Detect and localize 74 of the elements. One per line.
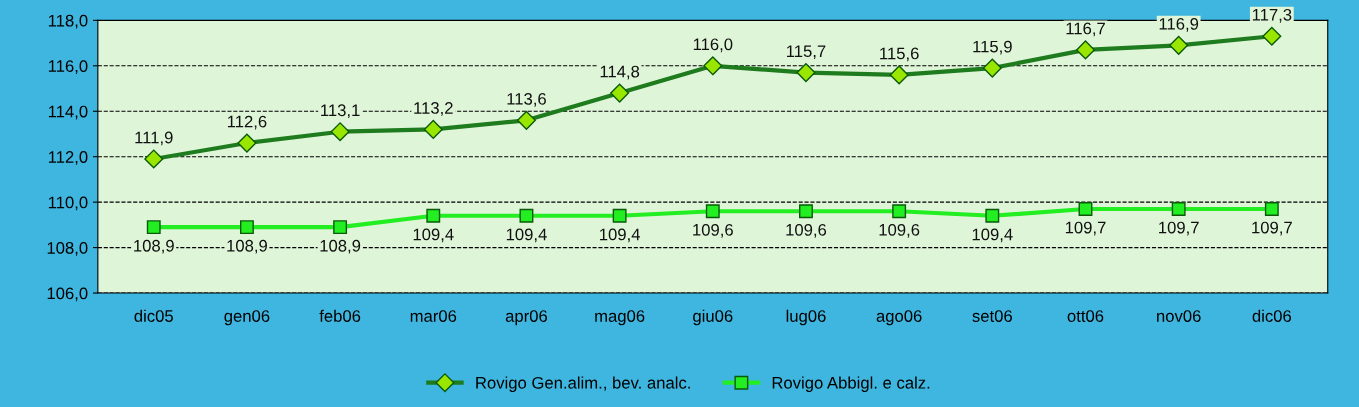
- legend-label: Rovigo Abbigl. e calz.: [772, 376, 930, 392]
- point: [1171, 202, 1186, 216]
- point: [612, 208, 627, 223]
- data-label: 111,9: [135, 131, 173, 146]
- point: [146, 220, 161, 235]
- x-tick-label: set06: [972, 310, 1012, 322]
- point: [796, 63, 816, 83]
- point: [144, 149, 164, 169]
- y-tick-label: 116,0: [48, 60, 88, 74]
- point: [1075, 40, 1096, 60]
- data-label: 112,6: [227, 115, 267, 130]
- legend-label: Rovigo Gen.alim., bev. analc.: [476, 376, 690, 392]
- point: [330, 122, 350, 142]
- x-tick-label: dic05: [134, 309, 173, 322]
- point: [703, 56, 723, 76]
- y-tick-label: 118,0: [48, 14, 88, 29]
- data-label: 109,7: [1159, 221, 1199, 236]
- y-tick-label: 110,0: [48, 196, 88, 211]
- data-label: 113,2: [414, 102, 453, 116]
- point: [1078, 202, 1093, 216]
- data-label: 108,9: [134, 239, 174, 254]
- data-label: 115,9: [973, 40, 1012, 55]
- point: [516, 110, 536, 130]
- x-tick-label: mag06: [595, 310, 645, 326]
- x-tick-label: ago06: [876, 310, 922, 326]
- point: [889, 65, 909, 85]
- x-tick-label: giu06: [693, 309, 733, 326]
- data-label: 108,9: [227, 239, 267, 254]
- data-label: 116,0: [693, 38, 733, 53]
- data-label: 109,4: [600, 228, 640, 243]
- point: [982, 58, 1002, 78]
- point: [985, 208, 1000, 223]
- point: [333, 220, 348, 235]
- point: [423, 119, 443, 139]
- point: [1264, 202, 1279, 216]
- data-label: 115,7: [787, 45, 826, 60]
- point: [237, 133, 257, 153]
- data-label: 114,8: [600, 65, 640, 80]
- x-tick-label: feb06: [319, 309, 361, 322]
- point: [799, 204, 813, 219]
- y-tick-label: 108,0: [47, 241, 88, 256]
- data-label: 113,6: [507, 92, 546, 107]
- x-tick-label: apr06: [505, 310, 548, 326]
- x-tick-label: dic06: [1252, 309, 1292, 322]
- data-label: 116,9: [1159, 17, 1199, 32]
- point: [610, 83, 630, 103]
- x-tick-label: ott06: [1067, 310, 1104, 322]
- x-tick-label: gen06: [224, 310, 270, 326]
- x-tick-label: mar06: [410, 310, 457, 322]
- data-label: 117,3: [1252, 8, 1292, 23]
- point: [519, 208, 534, 223]
- x-tick-label: lug06: [786, 309, 826, 326]
- data-label: 109,6: [693, 223, 733, 238]
- point: [705, 204, 720, 219]
- data-label: 109,4: [972, 228, 1013, 243]
- y-tick-label: 112,0: [48, 151, 88, 165]
- data-label: 115,6: [880, 47, 919, 62]
- data-label: 109,6: [786, 223, 827, 238]
- point: [426, 208, 441, 223]
- y-tick-label: 106,0: [47, 287, 88, 302]
- point: [239, 220, 254, 235]
- data-label: 109,7: [1252, 221, 1292, 236]
- data-label: 109,4: [413, 228, 454, 243]
- data-label: 109,7: [1065, 221, 1106, 236]
- data-label: 108,9: [320, 239, 361, 254]
- point: [1262, 26, 1282, 46]
- y-tick-label: 114,0: [48, 105, 88, 120]
- x-tick-label: nov06: [1157, 310, 1201, 322]
- data-label: 109,4: [506, 228, 547, 243]
- data-label: 113,1: [321, 104, 360, 119]
- point: [1169, 35, 1189, 55]
- data-label: 116,7: [1066, 22, 1105, 37]
- point: [892, 204, 907, 219]
- data-label: 109,6: [879, 223, 920, 238]
